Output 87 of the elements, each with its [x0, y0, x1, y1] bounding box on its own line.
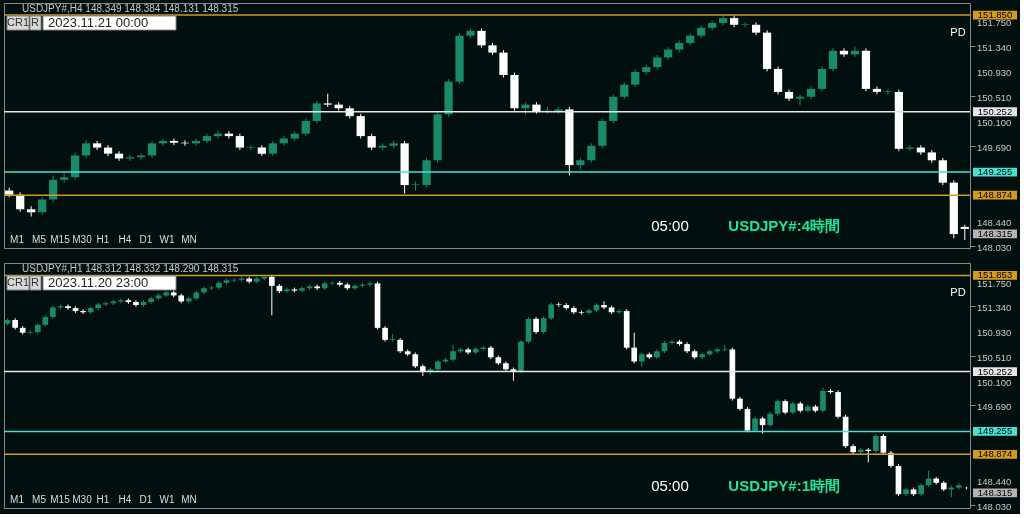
- candlestick: [631, 332, 638, 364]
- y-tick-label: 150.930: [977, 66, 1012, 78]
- y-tick-label: 150.510: [977, 92, 1012, 104]
- candlestick: [499, 49, 508, 78]
- y-tick-label: 150.100: [977, 376, 1012, 388]
- annotation: M15: [50, 494, 71, 505]
- annotation: H1: [96, 234, 110, 245]
- candlestick: [744, 406, 751, 433]
- candlestick: [795, 93, 805, 106]
- ref-line-label: 150.252: [977, 105, 1013, 117]
- annotation: PD: [950, 26, 966, 38]
- ref-line-label: 148.874: [977, 189, 1013, 201]
- candlestick: [477, 27, 486, 49]
- candlestick: [356, 113, 365, 140]
- y-tick-label: 148.030: [977, 242, 1012, 254]
- candlestick: [411, 180, 420, 192]
- annotation: USDJPY#:4時間: [728, 217, 840, 234]
- annotation: H4: [118, 494, 132, 505]
- y-tick-label: 150.930: [977, 326, 1012, 338]
- annotation: 2023.11.20 23:00: [48, 275, 149, 290]
- candlestick: [773, 66, 783, 95]
- annotation: W1: [159, 494, 175, 505]
- annotation: R: [31, 16, 40, 28]
- candlestick: [956, 482, 962, 490]
- annotation: 05:00: [651, 477, 689, 494]
- candlestick: [246, 144, 255, 151]
- y-tick-label: 148.440: [977, 217, 1012, 229]
- candlestick: [578, 309, 585, 316]
- text: 148.315: [977, 227, 1013, 239]
- y-tick-label: 148.440: [977, 476, 1012, 488]
- annotation: M5: [32, 234, 47, 245]
- annotation: 05:00: [651, 217, 689, 234]
- annotation: CR1: [6, 276, 30, 288]
- annotation: M30: [72, 494, 93, 505]
- chart-title: USDJPY#,H4 148.349 148.384 148.131 148.315: [22, 3, 239, 14]
- candlestick: [740, 21, 750, 28]
- candlestick: [133, 299, 139, 308]
- candlestick: [284, 287, 290, 294]
- candlestick: [883, 89, 893, 95]
- annotation: M1: [10, 494, 25, 505]
- annotation: R: [31, 276, 40, 288]
- y-tick-label: 151.340: [977, 41, 1012, 53]
- ref-line-label: 150.252: [977, 365, 1013, 377]
- annotation: D1: [139, 494, 153, 505]
- annotation: USDJPY#:1時間: [728, 477, 840, 494]
- candlestick: [586, 308, 592, 316]
- y-tick-label: 149.690: [977, 141, 1012, 153]
- candlestick: [136, 152, 146, 161]
- ref-line-label: 149.255: [977, 425, 1013, 437]
- y-tick-label: 150.510: [977, 352, 1012, 364]
- annotation: H4: [118, 234, 132, 245]
- candlestick: [65, 303, 71, 311]
- candlestick: [269, 274, 275, 316]
- annotation: 2023.11.21 00:00: [48, 15, 149, 30]
- annotation: CR1: [6, 16, 30, 28]
- candlestick: [805, 404, 811, 414]
- ref-line-label: 148.874: [977, 448, 1013, 460]
- annotation: MN: [181, 494, 197, 505]
- annotation: MN: [181, 234, 197, 245]
- y-tick-label: 149.690: [977, 401, 1012, 413]
- candlestick: [201, 285, 207, 295]
- candlestick: [169, 138, 179, 146]
- candlestick: [314, 284, 320, 291]
- candlestick: [872, 433, 879, 454]
- y-tick-label: 148.030: [977, 501, 1012, 512]
- chart-title: USDJPY#,H1 148.312 148.332 148.290 148.315: [22, 263, 239, 274]
- annotation: M30: [72, 234, 93, 245]
- text: 148.315: [977, 486, 1013, 498]
- annotation: PD: [950, 286, 966, 298]
- annotation: M15: [50, 234, 71, 245]
- annotation: W1: [159, 234, 175, 245]
- ref-line-label: 149.255: [977, 166, 1013, 178]
- annotation: M1: [10, 234, 25, 245]
- y-tick-label: 151.340: [977, 302, 1012, 314]
- candlestick: [299, 285, 305, 293]
- candlestick: [938, 157, 947, 186]
- y-tick-label: 150.100: [977, 116, 1012, 128]
- candlestick: [820, 387, 826, 414]
- annotation: M5: [32, 494, 47, 505]
- candlestick: [817, 66, 827, 92]
- candlestick: [103, 144, 113, 157]
- candlestick: [60, 172, 69, 184]
- annotation: H1: [96, 494, 110, 505]
- candlestick: [587, 142, 596, 164]
- annotation: D1: [139, 234, 153, 245]
- candlestick: [828, 47, 838, 72]
- candlestick: [872, 85, 882, 95]
